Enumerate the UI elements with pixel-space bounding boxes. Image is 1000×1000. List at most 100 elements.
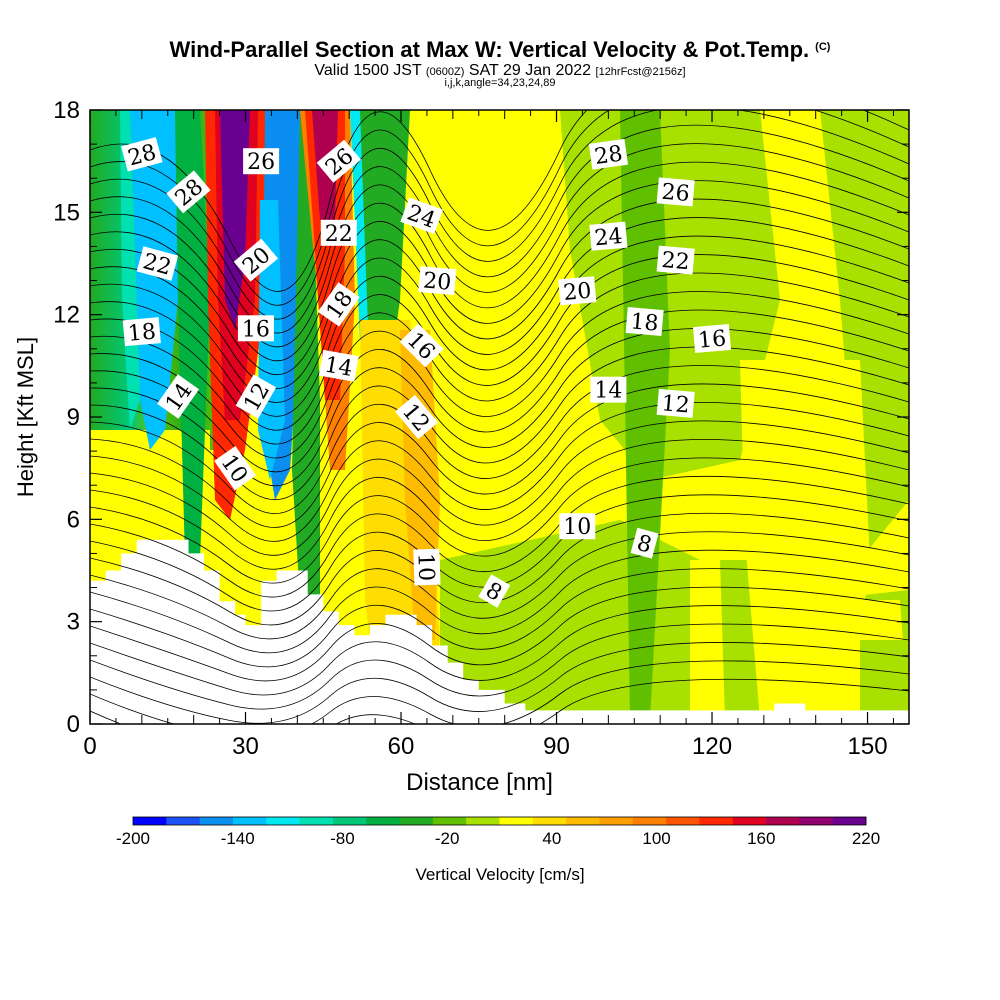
x-tick-label: 30	[232, 733, 259, 760]
field-west-green-band	[175, 110, 210, 560]
contour-label: 14	[318, 349, 359, 382]
contour-label-bg	[122, 317, 161, 347]
contour-label-text: 10	[412, 553, 438, 582]
field-green-low-right	[860, 640, 909, 724]
isentrope-line	[90, 124, 909, 334]
colorbar-tick-label: 220	[852, 829, 880, 848]
field-west-blue	[130, 110, 178, 450]
contour-label-text: 12	[661, 391, 691, 418]
colorbar-swatch	[432, 817, 467, 825]
colorbar-swatch	[832, 817, 867, 825]
isentrope-line	[90, 383, 909, 528]
contour-label-text: 20	[562, 279, 592, 306]
contour-label-bg	[399, 323, 444, 368]
isentrope-line	[90, 198, 909, 389]
x-axis-label: Distance [nm]	[406, 769, 553, 796]
isentrope-line	[90, 439, 909, 570]
contour-label-bg	[478, 574, 511, 608]
contour-label-bg	[121, 137, 163, 172]
contour-label-text: 22	[325, 222, 353, 247]
contour-label-text: 18	[127, 320, 157, 347]
chart-subtitle: Valid 1500 JST (0600Z) SAT 29 Jan 2022 […	[0, 62, 1000, 80]
terrain	[90, 539, 909, 724]
contour-label-text: 18	[629, 309, 659, 336]
contour-label-bg	[625, 306, 664, 337]
contour-label: 18	[625, 306, 664, 337]
colorbar-swatch	[466, 817, 500, 825]
colorbar-swatch	[499, 817, 534, 825]
contour-label-text: 24	[593, 224, 623, 251]
colorbar-tick-label: 160	[747, 829, 775, 848]
y-tick-label: 0	[67, 711, 80, 738]
contour-label: 24	[589, 221, 628, 251]
x-tick-label: 60	[388, 733, 415, 760]
contour-label: 26	[656, 177, 695, 207]
isentrope-line	[90, 660, 909, 724]
isentrope-line	[90, 475, 909, 598]
contour-label-bg	[590, 376, 627, 403]
contour-label-bg	[320, 219, 357, 246]
contour-label-text: 26	[247, 150, 275, 175]
isentrope-line	[90, 180, 909, 375]
colorbar-tick-label: -20	[435, 829, 460, 848]
isentrope-line	[90, 217, 909, 403]
valid-time: Valid 1500 JST	[314, 62, 422, 79]
colorbar-tick-label: 40	[542, 829, 561, 848]
contour-label: 26	[243, 148, 280, 175]
contour-label-text: 20	[422, 268, 452, 295]
y-tick-label: 15	[53, 199, 80, 226]
colorbar-swatch	[366, 817, 400, 825]
forecast-info: [12hrFcst@2156z]	[595, 66, 686, 78]
axes: 0 30 60 90 120 150 0 3 6 9 12 15 18 Distance [nm] Heig…	[13, 97, 910, 796]
colorbar-swatch	[399, 817, 434, 825]
y-tick-label: 18	[53, 97, 80, 124]
contour-label-bg	[235, 374, 277, 419]
contour-label-bg	[558, 276, 597, 306]
valid-date: SAT 29 Jan 2022	[468, 62, 592, 79]
colorbar: -200 -140 -80 -20 40 100 160 220 Vertical Veloci…	[116, 816, 880, 884]
contour-label: 14	[590, 376, 627, 404]
contour-label-bg	[588, 138, 629, 170]
contour-label-text: 16	[697, 326, 727, 353]
contour-label-bg	[656, 177, 695, 207]
copyright-mark: (C)	[815, 41, 831, 53]
colorbar-swatch	[133, 817, 167, 825]
colorbar-swatch	[666, 817, 700, 825]
contour-label-text: 14	[594, 379, 622, 404]
contour-label-bg	[692, 323, 732, 354]
field-west-teal	[120, 110, 140, 430]
zulu-time: (0600Z)	[425, 66, 465, 78]
field-yellow-low-1	[690, 560, 725, 720]
grid-info: i,j,k,angle=34,23,24,89	[444, 77, 556, 89]
contour-label: 16	[692, 323, 732, 354]
colorbar-swatch	[732, 817, 767, 825]
isentrope-line	[90, 110, 909, 306]
contour-label: 20	[418, 266, 457, 296]
contour-label: 8	[630, 527, 659, 559]
contour-label-bg	[166, 170, 211, 214]
y-tick-label: 6	[67, 506, 80, 533]
x-tick-label: 90	[543, 733, 570, 760]
contour-label-bg	[243, 148, 280, 175]
contour-label-bg	[233, 238, 279, 282]
contour-label-text: 22	[661, 248, 691, 275]
isentrope-line	[90, 623, 909, 710]
y-axis-label: Height [Kft MSL]	[13, 337, 38, 497]
contour-label-bg	[630, 527, 659, 559]
colorbar-swatch	[166, 817, 201, 825]
contour-label-bg	[237, 315, 274, 342]
isentrope-line	[90, 678, 909, 724]
contour-label-bg	[317, 282, 360, 327]
colorbar-swatch	[532, 817, 567, 825]
colorbar-swatch	[699, 817, 734, 825]
colorbar-swatch	[566, 817, 600, 825]
chart-title: Wind-Parallel Section at Max W: Vertical…	[0, 37, 1000, 63]
colorbar-swatch	[232, 817, 267, 825]
colorbar-swatch	[266, 817, 300, 825]
contour-label: 8	[478, 574, 511, 608]
colorbar-tick-label: -140	[221, 829, 255, 848]
contour-label-text: 14	[323, 353, 355, 382]
contour-label-text: 26	[661, 180, 691, 207]
field-purple-core-1	[220, 110, 250, 330]
